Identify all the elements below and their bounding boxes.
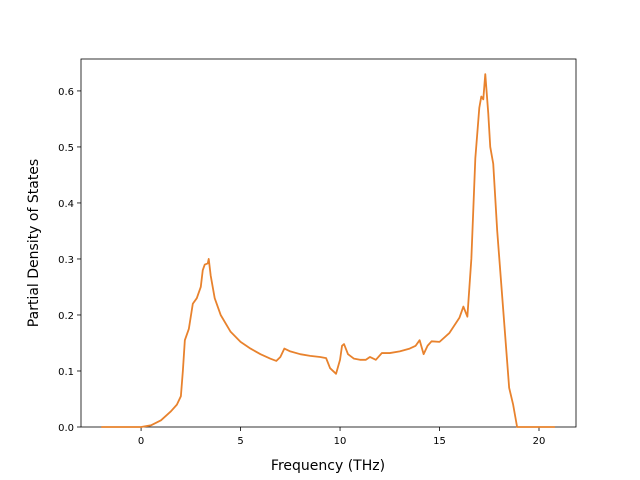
data-line [101, 73, 555, 428]
x-tick-label: 10 [334, 436, 347, 447]
y-tick-label: 0.3 [58, 255, 74, 266]
x-axis-label: Frequency (THz) [271, 458, 385, 474]
y-tick-label: 0.6 [58, 87, 74, 98]
y-tick-label: 0.0 [58, 423, 74, 434]
x-tick-label: 15 [433, 436, 446, 447]
y-axis-label: Partial Density of States [26, 159, 42, 327]
y-tick-label: 0.2 [58, 311, 74, 322]
plot-frame [80, 58, 577, 428]
y-tick-label: 0.1 [58, 367, 74, 378]
y-tick-label: 0.4 [58, 199, 74, 210]
x-tick-label: 0 [138, 436, 144, 447]
x-tick-label: 5 [237, 436, 243, 447]
y-tick-label: 0.5 [58, 143, 74, 154]
x-tick-label: 20 [533, 436, 546, 447]
